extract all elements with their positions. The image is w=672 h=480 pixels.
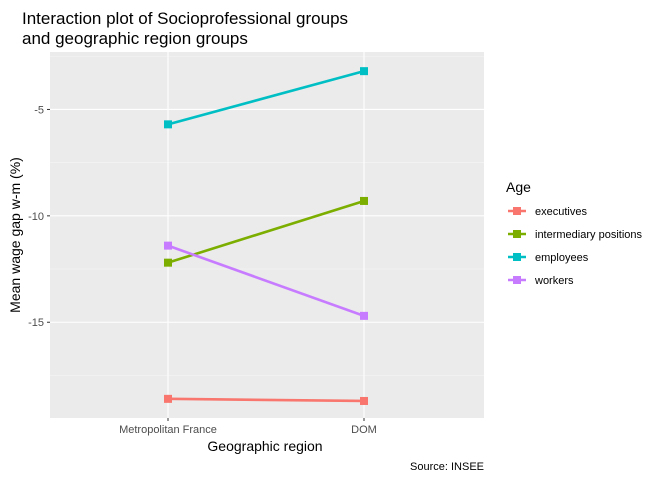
y-tick-label: -10: [28, 211, 44, 223]
legend-label: executives: [535, 206, 587, 218]
legend-key-marker: [513, 276, 521, 284]
axes: -15 -10 -5 Metropolitan France DOM: [28, 104, 377, 436]
legend-label: employees: [535, 252, 589, 264]
series-line-intermediary-positions: [167, 199, 365, 264]
caption: Source: INSEE: [410, 461, 484, 473]
series-point-intermediary-positions: [164, 258, 172, 267]
series-point-intermediary-positions: [360, 196, 368, 205]
y-tick-label: -15: [28, 317, 44, 329]
series-line-workers: [167, 244, 365, 318]
series-point-executives: [360, 396, 368, 405]
plot-panel: [50, 52, 484, 418]
series-point-executives: [164, 394, 172, 403]
series-point-workers: [164, 241, 172, 250]
x-tick-label: DOM: [351, 424, 377, 436]
legend-key-marker: [513, 207, 521, 215]
grid-lines: [50, 52, 484, 418]
chart-title-line-2: and geographic region groups: [22, 29, 248, 48]
legend-title: Age: [506, 179, 531, 195]
legend-key-marker: [513, 230, 521, 238]
series-lines: [164, 67, 368, 405]
legend-label: workers: [534, 275, 574, 287]
legend-key-marker: [513, 253, 521, 261]
legend-label: intermediary positions: [535, 229, 642, 241]
x-axis-title: Geographic region: [207, 438, 322, 454]
chart-title-line-1: Interaction plot of Socioprofessional gr…: [22, 9, 348, 28]
series-point-workers: [360, 311, 368, 320]
y-tick-label: -5: [34, 104, 44, 116]
series-point-employees: [360, 67, 368, 76]
x-tick-label: Metropolitan France: [119, 424, 217, 436]
series-line-executives: [167, 397, 365, 403]
y-axis-title: Mean wage gap w-m (%): [7, 157, 23, 313]
series-point-employees: [164, 120, 172, 129]
legend: Age executives intermediary positions empl…: [506, 179, 642, 287]
series-line-employees: [167, 69, 365, 126]
